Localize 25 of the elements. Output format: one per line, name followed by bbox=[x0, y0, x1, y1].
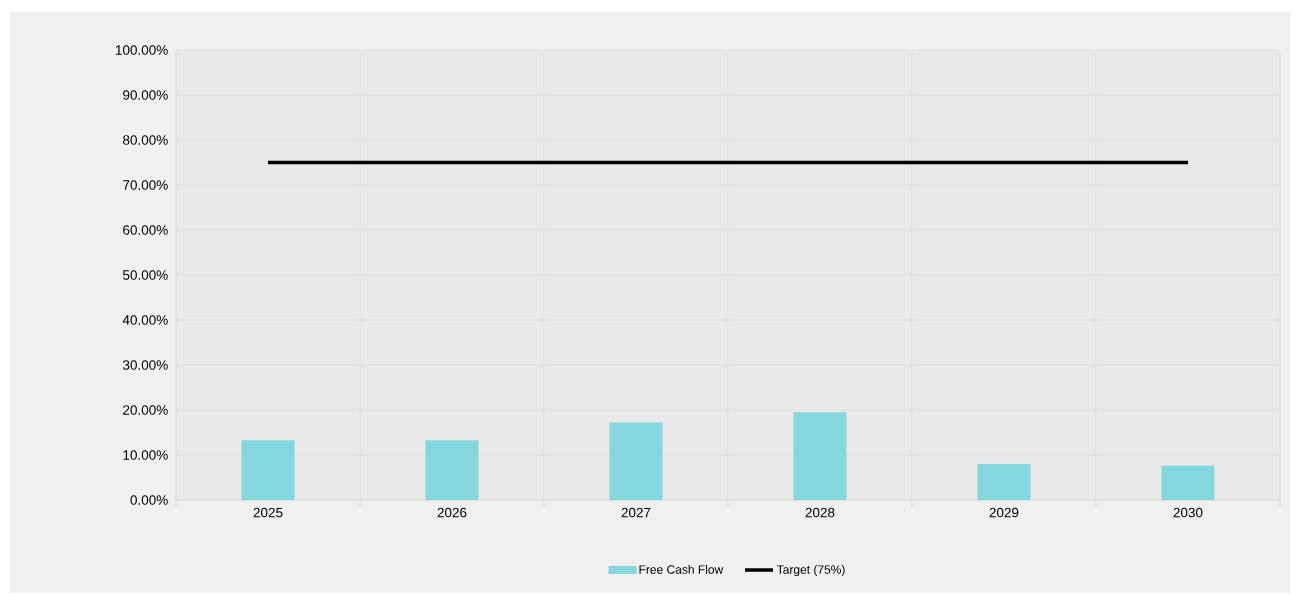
bar bbox=[977, 464, 1031, 500]
y-tick-label: 30.00% bbox=[122, 360, 168, 370]
y-tick-label: 0.00% bbox=[130, 495, 168, 505]
y-tick-label: 50.00% bbox=[122, 270, 168, 280]
y-tick-label: 20.00% bbox=[123, 405, 168, 415]
y-tick-label: 70.00% bbox=[123, 180, 168, 190]
legend-label: Target (75%) bbox=[776, 564, 845, 577]
x-tick-label: 2026 bbox=[437, 507, 467, 518]
bar bbox=[425, 440, 479, 500]
x-tick-label: 2025 bbox=[253, 507, 283, 518]
y-tick-label: 80.00% bbox=[123, 135, 168, 145]
y-tick-label: 40.00% bbox=[122, 315, 168, 325]
y-tick-label: 100.00% bbox=[115, 45, 168, 55]
legend-label: Free Cash Flow bbox=[639, 564, 724, 574]
bar bbox=[793, 412, 847, 500]
x-tick-label: 2028 bbox=[805, 507, 835, 518]
x-tick-label: 2027 bbox=[621, 507, 651, 518]
y-tick-label: 90.00% bbox=[123, 90, 168, 100]
y-tick-label: 60.00% bbox=[123, 225, 168, 235]
x-tick-label: 2030 bbox=[1173, 507, 1203, 518]
bar bbox=[1161, 465, 1215, 500]
bar bbox=[241, 440, 295, 500]
bar bbox=[609, 422, 663, 500]
y-tick-label: 10.00% bbox=[123, 450, 168, 460]
x-tick-label: 2029 bbox=[989, 507, 1019, 518]
